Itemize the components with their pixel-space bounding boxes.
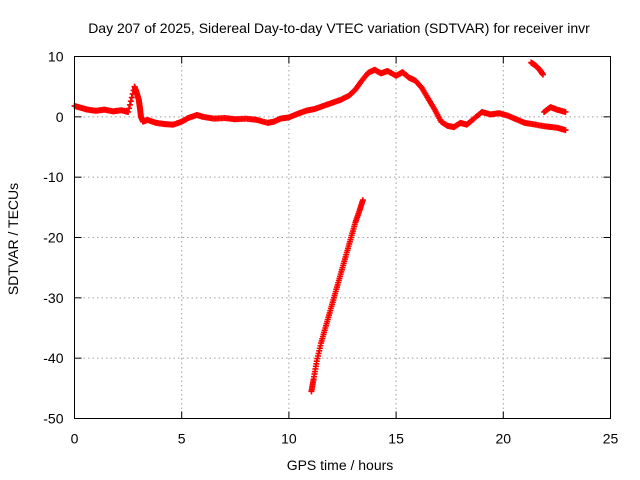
data-point xyxy=(125,109,132,116)
data-point-fill xyxy=(126,105,133,112)
series-main-trace xyxy=(71,66,569,134)
x-tick-label: 10 xyxy=(281,431,297,447)
y-tick-label: -50 xyxy=(43,411,63,427)
series-descending-segment xyxy=(308,197,366,395)
series-late-low-segment xyxy=(541,104,569,116)
data-point-fill xyxy=(126,101,133,108)
x-tick-labels: 0 5 10 15 20 25 xyxy=(71,431,619,447)
data-point xyxy=(539,71,546,78)
chart-title: Day 207 of 2025, Sidereal Day-to-day VTE… xyxy=(88,20,590,36)
data-point xyxy=(359,197,366,204)
x-tick-label: 25 xyxy=(603,431,619,447)
x-axis-label: GPS time / hours xyxy=(287,457,394,473)
data-points xyxy=(71,59,569,395)
data-point xyxy=(562,127,569,134)
y-tick-label: -30 xyxy=(43,290,63,306)
data-point-fill xyxy=(127,98,134,105)
y-tick-label: 0 xyxy=(56,109,64,125)
y-tick-labels: -50 -40 -30 -20 -10 0 10 xyxy=(43,49,63,427)
axis-ticks xyxy=(74,56,611,419)
x-tick-label: 5 xyxy=(178,431,186,447)
x-tick-label: 15 xyxy=(388,431,404,447)
grid xyxy=(74,56,611,419)
y-tick-label: -20 xyxy=(43,230,63,246)
x-tick-label: 20 xyxy=(496,431,512,447)
data-point xyxy=(562,109,569,116)
data-point-fill xyxy=(128,94,135,101)
y-tick-label: -10 xyxy=(43,169,63,185)
x-tick-label: 0 xyxy=(71,431,79,447)
series-late-high-segment xyxy=(528,59,546,78)
y-tick-label: 10 xyxy=(48,49,64,65)
y-axis-label: SDTVAR / TECUs xyxy=(5,183,21,295)
y-tick-label: -40 xyxy=(43,350,63,366)
